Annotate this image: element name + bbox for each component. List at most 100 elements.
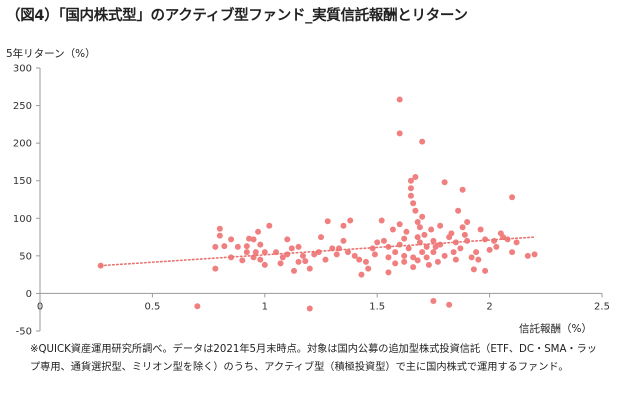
trendline-line	[99, 236, 536, 267]
axes	[36, 67, 603, 332]
data-point	[228, 254, 235, 261]
data-point	[410, 200, 417, 207]
data-point	[450, 249, 457, 256]
data-point	[306, 305, 313, 312]
data-point	[493, 243, 500, 250]
data-point	[455, 207, 462, 214]
data-point	[356, 256, 363, 263]
data-point	[407, 185, 414, 192]
data-point	[389, 226, 396, 233]
data-point	[396, 96, 403, 103]
data-point	[477, 226, 484, 233]
data-point	[468, 254, 475, 261]
data-point	[344, 249, 351, 256]
y-tick-label: 50	[19, 251, 32, 262]
data-point	[410, 264, 417, 271]
data-point	[250, 236, 257, 243]
data-point	[266, 222, 273, 229]
y-tick-label: 300	[13, 64, 32, 75]
data-point	[212, 243, 219, 250]
chart-title: （図4）「国内株式型」のアクティブ型ファンド_実質信託報酬とリターン	[6, 8, 468, 24]
data-point	[340, 222, 347, 229]
footnote: ※QUICK資産運用研究所調べ。データは2021年5月末時点。対象は国内公募の追…	[30, 344, 597, 373]
data-point	[385, 254, 392, 261]
data-point	[425, 261, 432, 268]
data-point	[284, 251, 291, 258]
data-point	[261, 249, 268, 256]
data-point	[401, 252, 408, 259]
data-point	[441, 252, 448, 259]
data-point	[419, 138, 426, 145]
data-point	[385, 269, 392, 276]
x-tick-label: 1.5	[369, 301, 385, 312]
data-point	[428, 226, 435, 233]
data-point	[414, 234, 421, 241]
data-point	[243, 249, 250, 256]
data-point	[216, 232, 223, 239]
data-point	[216, 225, 223, 232]
data-point	[419, 249, 426, 256]
data-point	[194, 303, 201, 310]
data-point	[432, 243, 439, 250]
data-point	[378, 217, 385, 224]
data-point	[295, 258, 302, 265]
data-point	[340, 237, 347, 244]
data-point	[430, 297, 437, 304]
data-point	[392, 260, 399, 267]
data-point	[491, 237, 498, 244]
y-axis-label: 5年リターン（%）	[6, 48, 96, 60]
data-point	[234, 243, 241, 250]
data-point	[243, 243, 250, 250]
data-point	[410, 254, 417, 261]
data-point	[257, 241, 264, 248]
data-point	[380, 237, 387, 244]
data-point	[351, 252, 358, 259]
y-tick-label: 150	[13, 176, 32, 187]
data-point	[509, 194, 516, 201]
data-point	[441, 179, 448, 186]
data-point	[434, 258, 441, 265]
x-tick-label: 2.5	[594, 301, 610, 312]
y-tick-label: 250	[13, 101, 32, 112]
data-point	[252, 249, 259, 256]
data-point	[284, 236, 291, 243]
x-axis-label: 信託報酬（%）	[519, 323, 592, 335]
data-point	[221, 243, 228, 250]
data-point	[482, 267, 489, 274]
data-point	[531, 251, 538, 258]
data-point	[246, 235, 253, 242]
data-point	[470, 266, 477, 273]
data-point	[419, 213, 426, 220]
data-point	[407, 192, 414, 199]
y-tick-label: -50	[16, 327, 32, 338]
data-point	[414, 257, 421, 264]
data-point	[448, 230, 455, 237]
y-tick-label: 100	[13, 214, 32, 225]
data-point	[228, 236, 235, 243]
data-point	[257, 256, 264, 263]
data-point	[403, 228, 410, 235]
data-point	[291, 267, 298, 274]
data-point	[423, 243, 430, 250]
data-point	[464, 219, 471, 226]
data-point	[396, 130, 403, 137]
data-point	[446, 301, 453, 308]
data-point	[475, 256, 482, 263]
data-point	[362, 258, 369, 265]
data-point	[457, 245, 464, 252]
data-point	[318, 234, 324, 241]
data-point	[437, 222, 444, 229]
data-point	[461, 231, 468, 238]
data-point	[255, 228, 262, 235]
data-point	[311, 251, 318, 258]
data-point	[277, 260, 284, 267]
data-point	[459, 224, 466, 231]
data-point	[423, 254, 430, 261]
data-point	[396, 221, 403, 228]
data-point	[322, 256, 329, 263]
trendline	[99, 236, 536, 267]
data-point	[288, 245, 295, 252]
data-point	[482, 236, 489, 243]
data-point	[412, 173, 419, 180]
y-tick-label: 200	[13, 139, 32, 150]
